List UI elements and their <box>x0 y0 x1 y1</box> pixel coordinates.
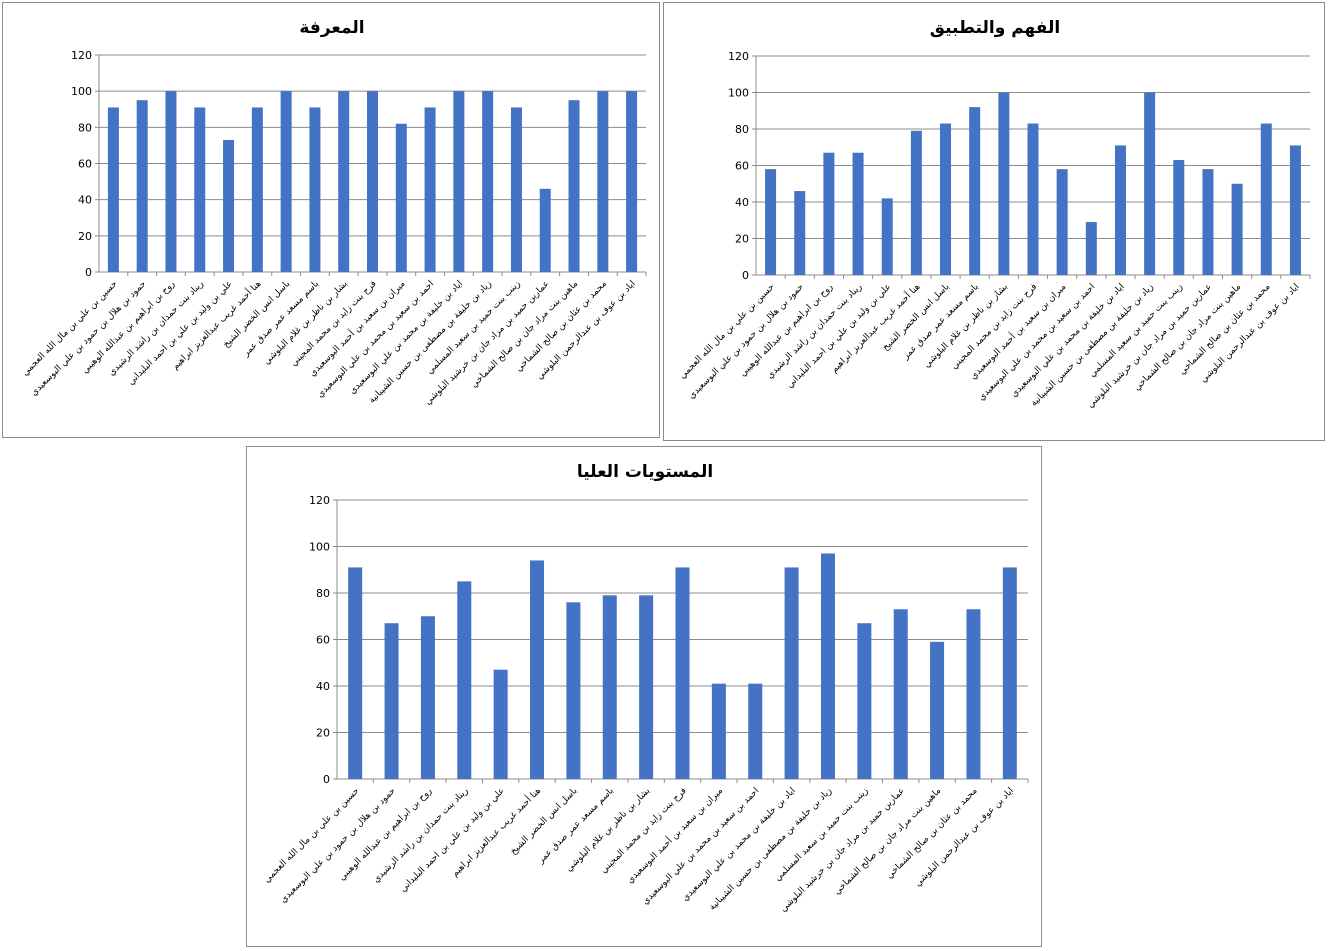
bar <box>1289 145 1301 275</box>
bar <box>966 609 981 779</box>
bar <box>639 595 654 779</box>
x-category-label: ماهين بنت مراد جان بن صالح الشماخي <box>469 279 580 390</box>
bar <box>510 107 522 272</box>
bar <box>1202 169 1214 275</box>
chart-title: الفهم والتطبيق <box>930 18 1060 38</box>
y-tick-label: 40 <box>78 194 92 207</box>
bar <box>165 91 177 273</box>
chart-panel-higher-levels: المستويات العليا 0 20 40 60 80 100 120 حسين بن … <box>246 446 1042 947</box>
x-category-label: عمارين حميد بن مراد جان بن خرشيد البلوشي <box>779 786 907 914</box>
y-tick-label: 40 <box>316 680 330 693</box>
y-tick-label: 20 <box>735 233 749 246</box>
bar <box>1114 145 1126 275</box>
bar <box>1027 123 1039 276</box>
bar <box>424 107 436 272</box>
bar <box>420 616 435 779</box>
bar <box>893 609 908 779</box>
bar <box>107 107 119 272</box>
y-tick-label: 0 <box>85 266 92 279</box>
bar <box>602 595 617 779</box>
bar <box>338 91 350 273</box>
bar <box>857 623 872 779</box>
chart-title: المعرفة <box>299 18 364 38</box>
bar <box>1260 123 1272 276</box>
bar <box>1231 183 1243 275</box>
y-tick-label: 80 <box>78 121 92 134</box>
y-tick-label: 100 <box>728 87 749 100</box>
bar <box>482 91 494 273</box>
bar <box>251 107 263 272</box>
bar <box>568 100 580 272</box>
bar <box>711 683 726 779</box>
bar <box>194 107 206 272</box>
bar <box>969 107 981 275</box>
y-tick-label: 120 <box>309 494 330 507</box>
x-category-label: علي بن وليد بن علي بن احمد البليداني <box>126 279 234 387</box>
bar <box>998 92 1010 275</box>
bar <box>910 130 922 275</box>
y-tick-label: 0 <box>742 269 749 282</box>
chart-panel-understanding-application: الفهم والتطبيق 0 20 40 60 80 100 120 حسين بن عل… <box>663 2 1325 441</box>
y-tick-label: 20 <box>78 230 92 243</box>
y-tick-label: 120 <box>728 50 749 63</box>
bar <box>453 91 465 273</box>
bar <box>626 91 638 273</box>
y-tick-label: 80 <box>735 123 749 136</box>
bar <box>765 169 777 275</box>
bar <box>493 669 508 779</box>
bar <box>940 123 952 276</box>
y-tick-label: 100 <box>309 541 330 554</box>
y-tick-label: 40 <box>735 196 749 209</box>
y-tick-label: 20 <box>316 727 330 740</box>
bar <box>597 91 609 273</box>
bar <box>566 602 581 779</box>
y-tick-label: 60 <box>78 158 92 171</box>
bar <box>136 100 148 272</box>
bar <box>395 123 407 272</box>
y-tick-label: 100 <box>71 85 92 98</box>
bar <box>280 91 292 273</box>
bar <box>223 139 235 272</box>
x-category-label: علي بن وليد بن علي بن احمد البليداني <box>785 282 893 390</box>
bar <box>309 107 321 272</box>
bar <box>530 560 545 779</box>
bar <box>881 198 893 275</box>
x-category-label: باسل انس الخضر الشيخ <box>509 786 580 857</box>
x-category-label: ماهين بنت مراد جان بن صالح الشماخي <box>1132 282 1243 393</box>
bar <box>348 567 363 779</box>
bar <box>1085 222 1097 275</box>
bar <box>852 152 864 275</box>
chart-title: المستويات العليا <box>577 462 713 482</box>
bar <box>784 567 799 779</box>
bar <box>823 152 835 275</box>
bar <box>384 623 399 779</box>
bar <box>1144 92 1156 275</box>
y-tick-label: 60 <box>735 160 749 173</box>
bar <box>930 641 945 779</box>
bar <box>1002 567 1017 779</box>
chart-panel-knowledge: المعرفة 0 20 40 60 80 100 120 حسين بن علي بن ما… <box>2 2 660 438</box>
y-tick-label: 60 <box>316 634 330 647</box>
y-tick-label: 0 <box>323 773 330 786</box>
bar <box>1173 160 1185 275</box>
bar <box>367 91 378 273</box>
bar <box>794 191 806 275</box>
y-tick-label: 80 <box>316 587 330 600</box>
bar <box>457 581 472 779</box>
bar <box>820 553 835 779</box>
bar <box>675 567 690 779</box>
y-tick-label: 120 <box>71 49 92 62</box>
bar <box>748 683 763 779</box>
bar <box>1056 169 1068 275</box>
bar <box>539 188 551 272</box>
